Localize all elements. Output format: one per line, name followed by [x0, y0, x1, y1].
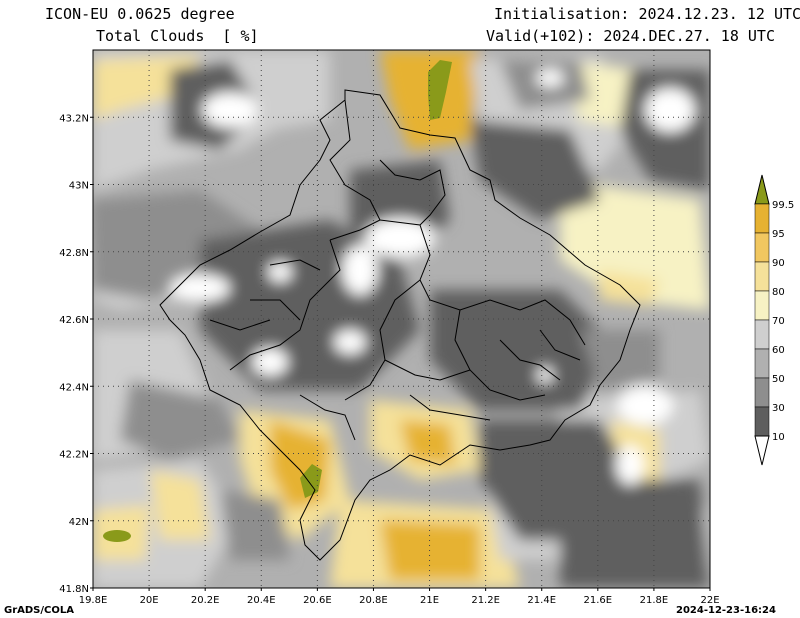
- legend-swatch: [754, 406, 770, 437]
- legend-swatch: [754, 348, 770, 379]
- lon-tick-label: 20.4E: [247, 595, 276, 606]
- lat-tick-label: 42.6N: [59, 315, 89, 326]
- lat-tick-label: 43N: [69, 181, 89, 192]
- init-time: Initialisation: 2024.12.23. 12 UTC: [494, 5, 800, 23]
- legend-level-label: 50: [772, 374, 785, 385]
- lat-tick-label: 42.8N: [59, 248, 89, 259]
- lon-tick-label: 21.8E: [640, 595, 669, 606]
- model-title: ICON-EU 0.0625 degree: [45, 5, 235, 23]
- lon-tick-label: 21.4E: [527, 595, 556, 606]
- lon-tick-label: 21.2E: [471, 595, 500, 606]
- lon-tick-label: 19.8E: [79, 595, 108, 606]
- lon-tick-label: 20.2E: [191, 595, 220, 606]
- admin-borders: [159, 89, 641, 561]
- legend-swatch: [754, 203, 770, 234]
- lon-tick-label: 21E: [420, 595, 439, 606]
- lon-tick-label: 20.8E: [359, 595, 388, 606]
- variable-title: Total Clouds [ %]: [96, 27, 259, 45]
- legend-bottom-triangle: [754, 435, 770, 466]
- legend-swatch: [754, 290, 770, 321]
- lat-tick-label: 42.2N: [59, 450, 89, 461]
- legend-top-triangle: [754, 174, 770, 205]
- legend-swatch: [754, 319, 770, 350]
- legend-swatch: [754, 261, 770, 292]
- legend-level-label: 30: [772, 403, 785, 414]
- lon-tick-label: 20.6E: [303, 595, 332, 606]
- longitude-labels: 19.8E 20E 20.2E 20.4E 20.6E 20.8E 21E 21.2E 21.4…: [79, 588, 720, 606]
- legend-level-label: 95: [772, 229, 785, 240]
- color-legend: 99.5 95 90 80 70 60 50 30 10: [754, 174, 794, 466]
- latitude-labels: 43.2N 43N 42.8N 42.6N 42.4N 42.2N 42N 41.8N: [59, 113, 93, 595]
- legend-level-label: 90: [772, 258, 785, 269]
- footer-right: 2024-12-23-16:24: [676, 605, 776, 616]
- legend-level-label: 70: [772, 316, 785, 327]
- legend-swatch: [754, 377, 770, 408]
- lat-tick-label: 42.4N: [59, 382, 89, 393]
- lat-tick-label: 42N: [69, 517, 89, 528]
- legend-level-label: 10: [772, 432, 785, 443]
- legend-swatch: [754, 232, 770, 263]
- lon-tick-label: 20E: [140, 595, 159, 606]
- cloud-field: [93, 50, 710, 588]
- lat-tick-label: 41.8N: [59, 584, 89, 595]
- valid-time: Valid(+102): 2024.DEC.27. 18 UTC: [486, 27, 775, 45]
- lon-tick-label: 22E: [700, 595, 719, 606]
- lon-tick-label: 21.6E: [584, 595, 613, 606]
- footer-left: GrADS/COLA: [4, 605, 74, 616]
- legend-level-label: 80: [772, 287, 785, 298]
- legend-level-label: 60: [772, 345, 785, 356]
- legend-level-label: 99.5: [772, 200, 794, 211]
- lat-tick-label: 43.2N: [59, 113, 89, 124]
